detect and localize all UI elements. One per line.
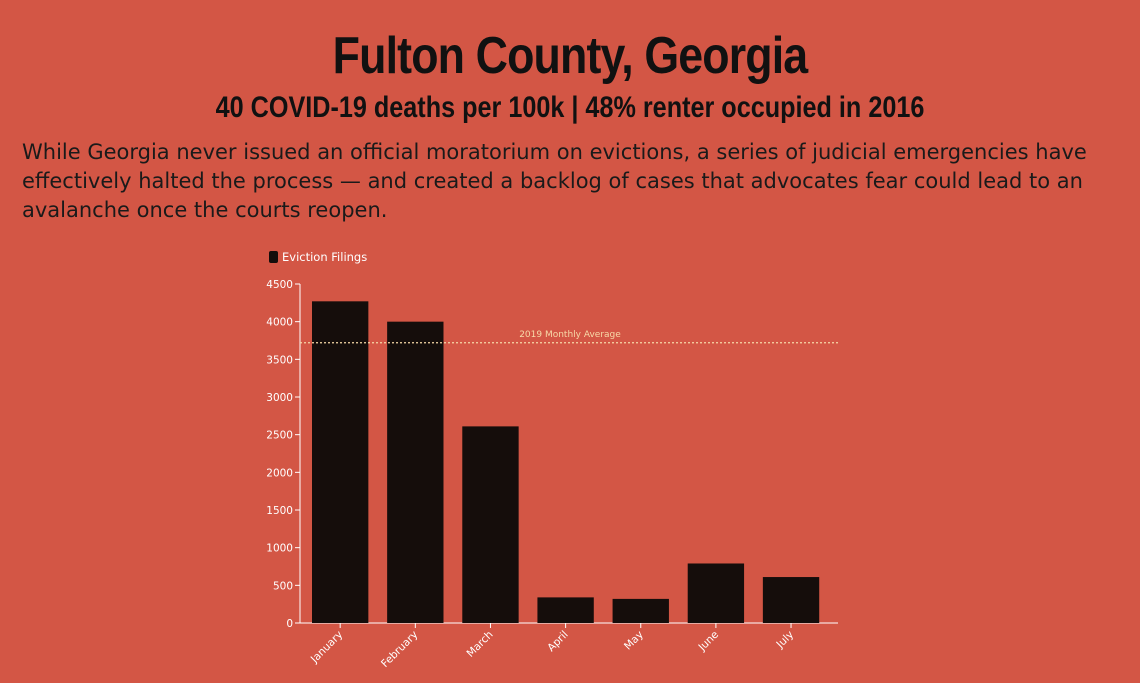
y-tick-label: 500 — [273, 580, 293, 592]
y-tick-label: 1500 — [266, 505, 293, 517]
bar-march — [462, 426, 519, 623]
bar-june — [687, 563, 745, 623]
y-tick-label: 3000 — [266, 392, 293, 404]
bar-may — [612, 598, 669, 623]
x-tick-label: June — [696, 629, 721, 654]
bar-january — [312, 301, 369, 623]
y-tick-label: 4500 — [266, 279, 293, 291]
y-tick-label: 4000 — [266, 317, 293, 329]
x-tick-label: February — [379, 629, 420, 670]
y-tick-label: 0 — [286, 618, 293, 630]
x-tick-label: April — [545, 629, 570, 654]
y-tick-label: 2000 — [266, 467, 293, 479]
page-title: Fulton County, Georgia — [332, 27, 808, 85]
page-subtitle: 40 COVID-19 deaths per 100k | 48% renter… — [215, 91, 925, 124]
x-tick-label: January — [308, 629, 345, 666]
x-tick-label: July — [774, 629, 797, 652]
y-tick-label: 3500 — [266, 354, 293, 366]
legend-label: Eviction Filings — [282, 250, 367, 264]
y-tick-label: 1000 — [266, 543, 293, 555]
eviction-bar-chart: Eviction Filings 0 500 1000 1500 2000 2500 3000… — [266, 250, 838, 670]
bar-february — [387, 321, 444, 623]
description-text: While Georgia never issued an official m… — [22, 140, 1087, 222]
legend-swatch — [269, 251, 278, 263]
reference-line-label: 2019 Monthly Average — [519, 330, 621, 340]
x-tick-label: May — [622, 629, 646, 653]
bar-july — [762, 577, 820, 623]
x-tick-label: March — [464, 629, 495, 660]
y-tick-label: 2500 — [266, 430, 293, 442]
bar-april — [537, 597, 594, 623]
